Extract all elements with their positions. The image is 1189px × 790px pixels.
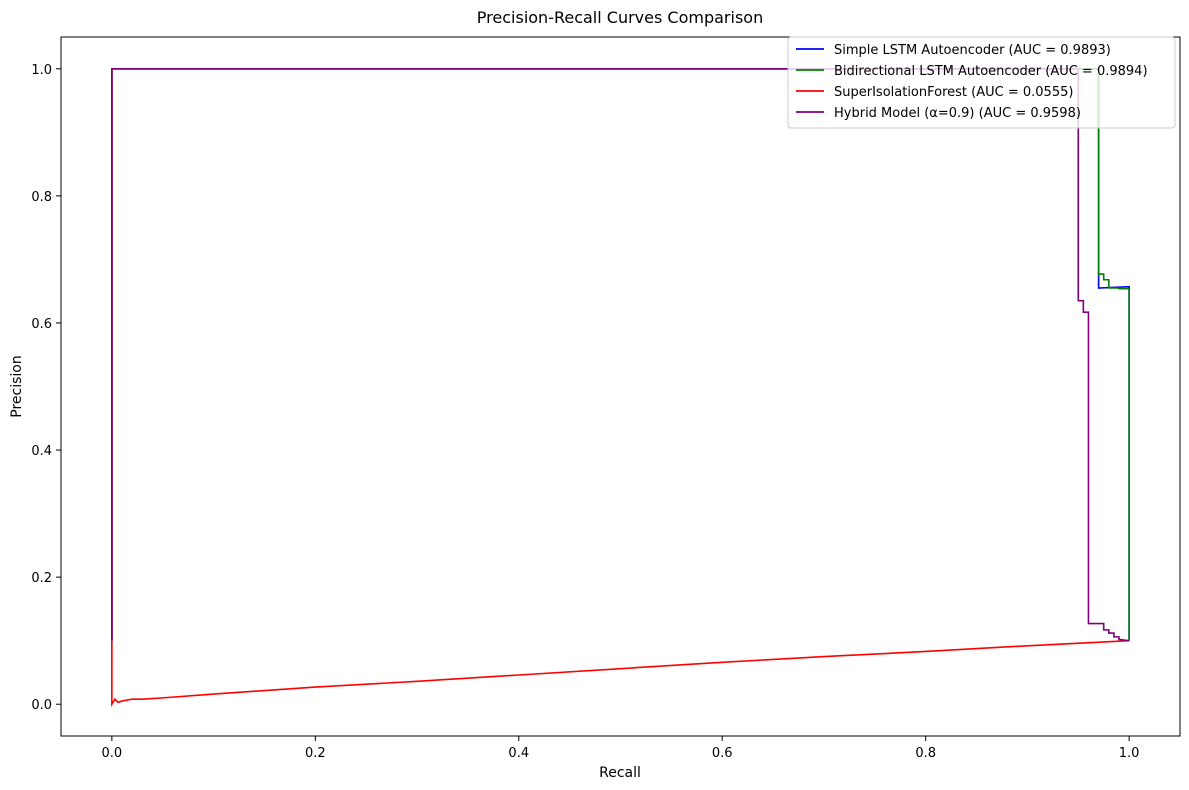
y-tick-label: 0.6 bbox=[31, 317, 52, 332]
plot-area bbox=[61, 37, 1180, 736]
legend-label-4: Hybrid Model (α=0.9) (AUC = 0.9598) bbox=[834, 106, 1081, 121]
legend-label-3: SuperIsolationForest (AUC = 0.0555) bbox=[834, 85, 1073, 100]
y-tick-label: 0.4 bbox=[31, 444, 52, 459]
y-tick-label: 0.2 bbox=[31, 571, 52, 586]
legend-label-2: Bidirectional LSTM Autoencoder (AUC = 0.… bbox=[834, 64, 1148, 79]
series-line-4 bbox=[111, 67, 1130, 642]
y-axis-label: Precision bbox=[9, 355, 25, 417]
x-tick-label: 0.0 bbox=[102, 746, 123, 761]
series-line-3 bbox=[111, 68, 1130, 708]
y-tick-label: 0.0 bbox=[31, 698, 52, 713]
y-tick-label: 1.0 bbox=[31, 63, 52, 78]
x-tick-label: 0.8 bbox=[915, 746, 936, 761]
legend-box bbox=[787, 36, 1176, 129]
plot-frame bbox=[60, 36, 1181, 737]
x-axis-ticks: 0.0 0.2 0.4 0.6 0.8 1.0 bbox=[102, 736, 1140, 761]
legend-label-1: Simple LSTM Autoencoder (AUC = 0.9893) bbox=[834, 43, 1111, 58]
y-tick-label: 0.8 bbox=[31, 190, 52, 205]
legend-entries: Simple LSTM Autoencoder (AUC = 0.9893) Bi… bbox=[796, 43, 1148, 121]
legend: Simple LSTM Autoencoder (AUC = 0.9893) Bi… bbox=[787, 36, 1176, 129]
y-axis-ticks: 0.0 0.2 0.4 0.6 0.8 1.0 bbox=[31, 63, 61, 713]
x-tick-label: 0.2 bbox=[305, 746, 326, 761]
x-tick-label: 0.6 bbox=[712, 746, 733, 761]
x-tick-label: 1.0 bbox=[1119, 746, 1140, 761]
x-tick-label: 0.4 bbox=[508, 746, 529, 761]
x-axis-label: Recall bbox=[599, 765, 641, 781]
chart-title: Precision-Recall Curves Comparison bbox=[477, 8, 763, 27]
